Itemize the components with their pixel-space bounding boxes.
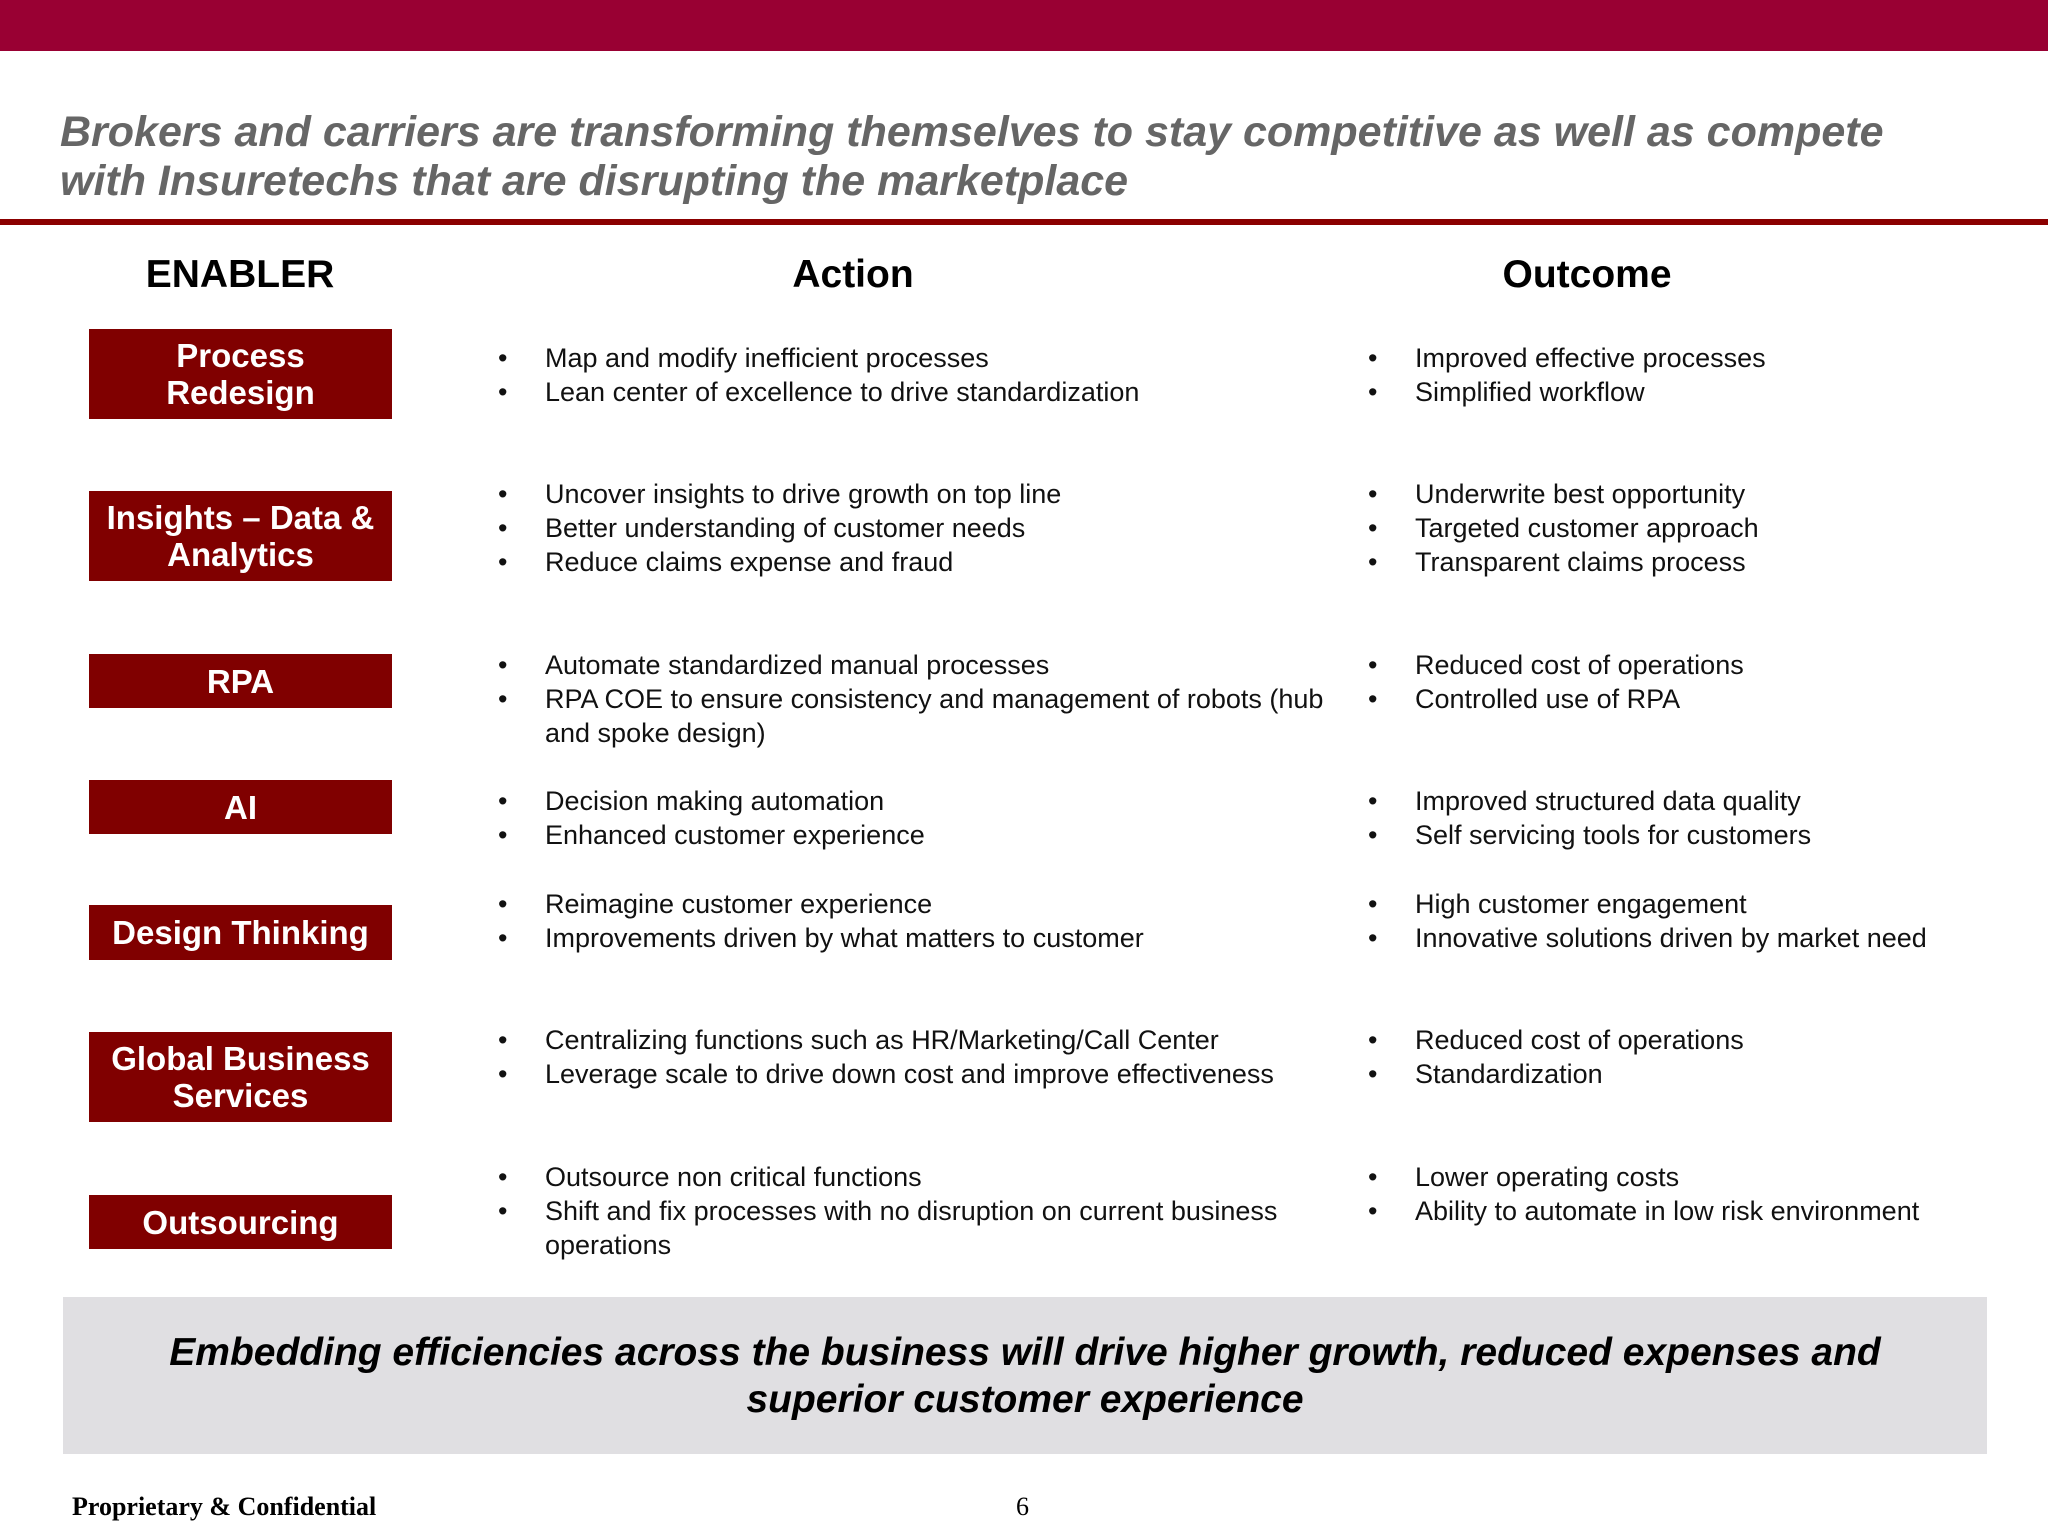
outcome-item: Innovative solutions driven by market ne… (1368, 921, 2008, 955)
outcome-item: Lower operating costs (1368, 1160, 2008, 1194)
enabler-box: Outsourcing (89, 1195, 392, 1249)
actions-list: Uncover insights to drive growth on top … (498, 477, 1338, 579)
outcome-item: Targeted customer approach (1368, 511, 2008, 545)
enabler-box: Design Thinking (89, 905, 392, 960)
actions-list: Reimagine customer experienceImprovement… (498, 887, 1338, 955)
title-rule (0, 219, 2048, 225)
summary: Embedding efficiencies across the busine… (169, 1330, 1881, 1421)
outcomes-list: Lower operating costsAbility to automate… (1368, 1160, 2008, 1228)
action-item: Leverage scale to drive down cost and im… (498, 1057, 1338, 1091)
action-item: Shift and fix processes with no disrupti… (498, 1194, 1338, 1262)
outcome-item: Underwrite best opportunity (1368, 477, 2008, 511)
action-item: Lean center of excellence to drive stand… (498, 375, 1338, 409)
outcomes-list: Improved effective processesSimplified w… (1368, 341, 2008, 409)
enabler-box: AI (89, 780, 392, 834)
action-item: Improvements driven by what matters to c… (498, 921, 1338, 955)
action-item: Map and modify inefficient processes (498, 341, 1338, 375)
enabler-box: Global Business Services (89, 1032, 392, 1122)
action-item: Outsource non critical functions (498, 1160, 1338, 1194)
outcome-item: Reduced cost of operations (1368, 648, 2008, 682)
enabler-label: AI (224, 788, 257, 826)
outcome-item: Ability to automate in low risk environm… (1368, 1194, 2008, 1228)
column-header: Action (792, 253, 914, 296)
column-header: Outcome (1502, 253, 1672, 296)
top-bar (0, 0, 2048, 51)
slide-title: Brokers and carriers are transforming th… (60, 108, 1884, 205)
actions-list: Automate standardized manual processesRP… (498, 648, 1338, 750)
outcome-item: Controlled use of RPA (1368, 682, 2008, 716)
enabler-label: Outsourcing (142, 1203, 339, 1241)
outcome-item: Improved effective processes (1368, 341, 2008, 375)
column-header: ENABLER (145, 253, 335, 296)
actions-list: Outsource non critical functionsShift an… (498, 1160, 1338, 1262)
outcome-item: Transparent claims process (1368, 545, 2008, 579)
action-item: Automate standardized manual processes (498, 648, 1338, 682)
enabler-label: Process Redesign (166, 337, 315, 411)
outcome-item: High customer engagement (1368, 887, 2008, 921)
enabler-label: RPA (206, 662, 275, 700)
action-item: RPA COE to ensure consistency and manage… (498, 682, 1338, 750)
action-item: Reduce claims expense and fraud (498, 545, 1338, 579)
enabler-box: Insights – Data & Analytics (89, 491, 392, 581)
actions-list: Map and modify inefficient processesLean… (498, 341, 1338, 409)
action-item: Uncover insights to drive growth on top … (498, 477, 1338, 511)
page-number: 6 (1016, 1492, 1029, 1521)
action-item: Enhanced customer experience (498, 818, 1338, 852)
confidentiality: Proprietary & Confidential (72, 1492, 377, 1521)
outcome-item: Reduced cost of operations (1368, 1023, 2008, 1057)
enabler-label: Insights – Data & Analytics (106, 499, 375, 573)
outcomes-list: High customer engagementInnovative solut… (1368, 887, 2008, 955)
action-item: Reimagine customer experience (498, 887, 1338, 921)
outcomes-list: Reduced cost of operationsStandardizatio… (1368, 1023, 2008, 1091)
outcome-item: Self servicing tools for customers (1368, 818, 2008, 852)
actions-list: Centralizing functions such as HR/Market… (498, 1023, 1338, 1091)
outcome-item: Standardization (1368, 1057, 2008, 1091)
outcome-item: Simplified workflow (1368, 375, 2008, 409)
enabler-box: Process Redesign (89, 329, 392, 419)
outcome-item: Improved structured data quality (1368, 784, 2008, 818)
enabler-label: Global Business Services (111, 1040, 370, 1114)
action-item: Decision making automation (498, 784, 1338, 818)
actions-list: Decision making automationEnhanced custo… (498, 784, 1338, 852)
action-item: Centralizing functions such as HR/Market… (498, 1023, 1338, 1057)
action-item: Better understanding of customer needs (498, 511, 1338, 545)
enabler-box: RPA (89, 654, 392, 708)
outcomes-list: Improved structured data qualitySelf ser… (1368, 784, 2008, 852)
outcomes-list: Reduced cost of operationsControlled use… (1368, 648, 2008, 716)
summary-box: Embedding efficiencies across the busine… (63, 1297, 1987, 1454)
enabler-label: Design Thinking (112, 914, 369, 951)
outcomes-list: Underwrite best opportunityTargeted cust… (1368, 477, 2008, 579)
